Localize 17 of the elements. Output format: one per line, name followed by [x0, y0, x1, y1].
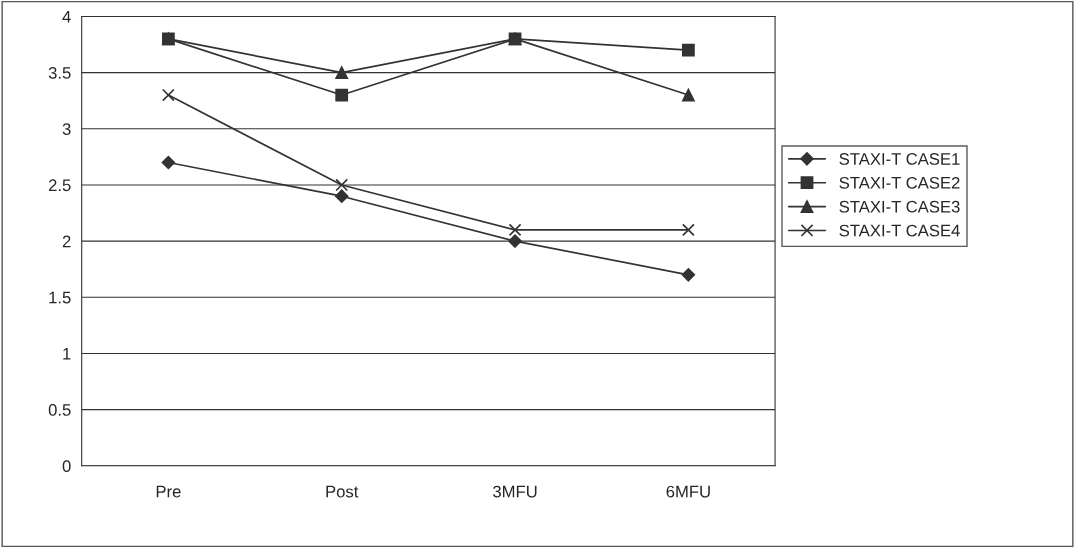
y-tick-label: 0.5	[48, 404, 71, 416]
y-tick-label: 3.5	[48, 67, 71, 79]
y-tick-label: 0	[62, 460, 71, 472]
x-tick-label: Pre	[156, 485, 181, 498]
y-tick-label: 4	[62, 11, 71, 23]
y-tick-label: 1.5	[49, 291, 71, 304]
y-tick-label: 1	[63, 348, 71, 360]
legend-label: STAXI-T CASE2	[839, 176, 960, 189]
x-tick-label: Post	[326, 485, 359, 498]
x-tick-label: 3MFU	[493, 485, 537, 498]
x-tick-label: 6MFU	[666, 485, 710, 498]
legend-label: STAXI-T CASE1	[839, 153, 960, 165]
legend-label: STAXI-T CASE4	[839, 224, 960, 237]
legend-label: STAXI-T CASE3	[839, 200, 960, 213]
y-tick-label: 3	[62, 123, 71, 135]
y-tick-label: 2.5	[48, 179, 71, 192]
y-tick-label: 2	[62, 235, 71, 248]
